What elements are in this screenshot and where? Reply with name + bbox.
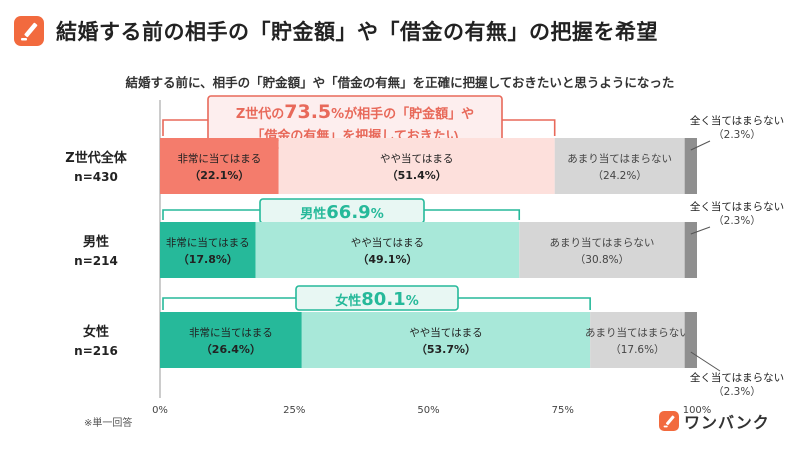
- logo-pencil-icon: [14, 16, 44, 46]
- bar-segment: [554, 138, 685, 194]
- segment-value-label: （53.7%）: [416, 343, 476, 356]
- x-tick-label: 100%: [683, 405, 712, 416]
- callout-female-text: 女性80.1%: [335, 289, 418, 310]
- segment-name-label: やや当てはまる: [351, 236, 424, 249]
- bar-segment: [255, 222, 520, 278]
- segment-name-label: やや当てはまる: [380, 152, 453, 165]
- outside-name-label: 全く当てはまらない: [690, 200, 784, 213]
- segment-value-label: （30.8%）: [575, 254, 629, 266]
- bar-segment: [684, 222, 697, 278]
- leader-line: [690, 226, 711, 235]
- segment-name-label: あまり当てはまらない: [585, 326, 690, 339]
- page-title: 結婚する前の相手の「貯金額」や「借金の有無」の把握を希望: [56, 20, 658, 44]
- x-tick-label: 0%: [152, 405, 168, 416]
- category-label: 女性: [83, 324, 109, 340]
- chart-subtitle: 結婚する前に、相手の「貯金額」や「借金の有無」を正確に把握しておきたいと思うよう…: [125, 75, 675, 90]
- bar-segment: [684, 138, 697, 194]
- bar-segment: [301, 312, 591, 368]
- leader-line: [690, 140, 711, 151]
- segment-name-label: 非常に当てはまる: [177, 152, 261, 165]
- category-n-label: n=214: [74, 254, 118, 268]
- x-tick-label: 75%: [552, 405, 574, 416]
- callout-male-text: 男性66.9%: [300, 202, 383, 223]
- x-tick-label: 50%: [417, 405, 439, 416]
- callout-box-female: [295, 285, 459, 311]
- outside-name-label: 全く当てはまらない: [690, 114, 784, 127]
- segment-value-label: （17.8%）: [178, 253, 238, 266]
- segment-name-label: 非常に当てはまる: [166, 236, 250, 249]
- segment-name-label: やや当てはまる: [409, 326, 482, 339]
- brand-name: ワンバンク: [684, 413, 770, 432]
- category-label: 男性: [83, 234, 109, 250]
- outside-value-label: （2.3%）: [713, 386, 761, 398]
- brand-logo: ワンバンク: [659, 409, 770, 433]
- bar-segment: [590, 312, 685, 368]
- segment-value-label: （51.4%）: [387, 169, 447, 182]
- callout-zsedai-line1: Z世代の73.5%が相手の「貯金額」や: [236, 101, 474, 123]
- segment-name-label: 非常に当てはまる: [189, 326, 273, 339]
- segment-value-label: （26.4%）: [201, 343, 261, 356]
- segment-value-label: （17.6%）: [610, 344, 664, 356]
- segment-name-label: あまり当てはまらない: [567, 152, 672, 165]
- category-n-label: n=216: [74, 344, 118, 358]
- category-n-label: n=430: [74, 170, 118, 184]
- footnote: ※単一回答: [84, 416, 132, 429]
- leader-line: [690, 351, 721, 372]
- bar-segment: [160, 138, 279, 194]
- outside-value-label: （2.3%）: [713, 129, 761, 141]
- category-label: Z世代全体: [65, 150, 127, 166]
- bar-segment: [684, 312, 697, 368]
- outside-value-label: （2.3%）: [713, 215, 761, 227]
- bar-segment: [519, 222, 685, 278]
- segment-value-label: （49.1%）: [357, 253, 417, 266]
- segment-value-label: （24.2%）: [592, 170, 646, 182]
- bar-segment: [160, 222, 256, 278]
- brand-pencil-icon: [659, 411, 679, 431]
- bar-segment: [278, 138, 555, 194]
- outside-name-label: 全く当てはまらない: [690, 371, 784, 384]
- segment-value-label: （22.1%）: [189, 169, 249, 182]
- segment-name-label: あまり当てはまらない: [550, 236, 655, 249]
- bar-segment: [160, 312, 302, 368]
- x-tick-label: 25%: [283, 405, 305, 416]
